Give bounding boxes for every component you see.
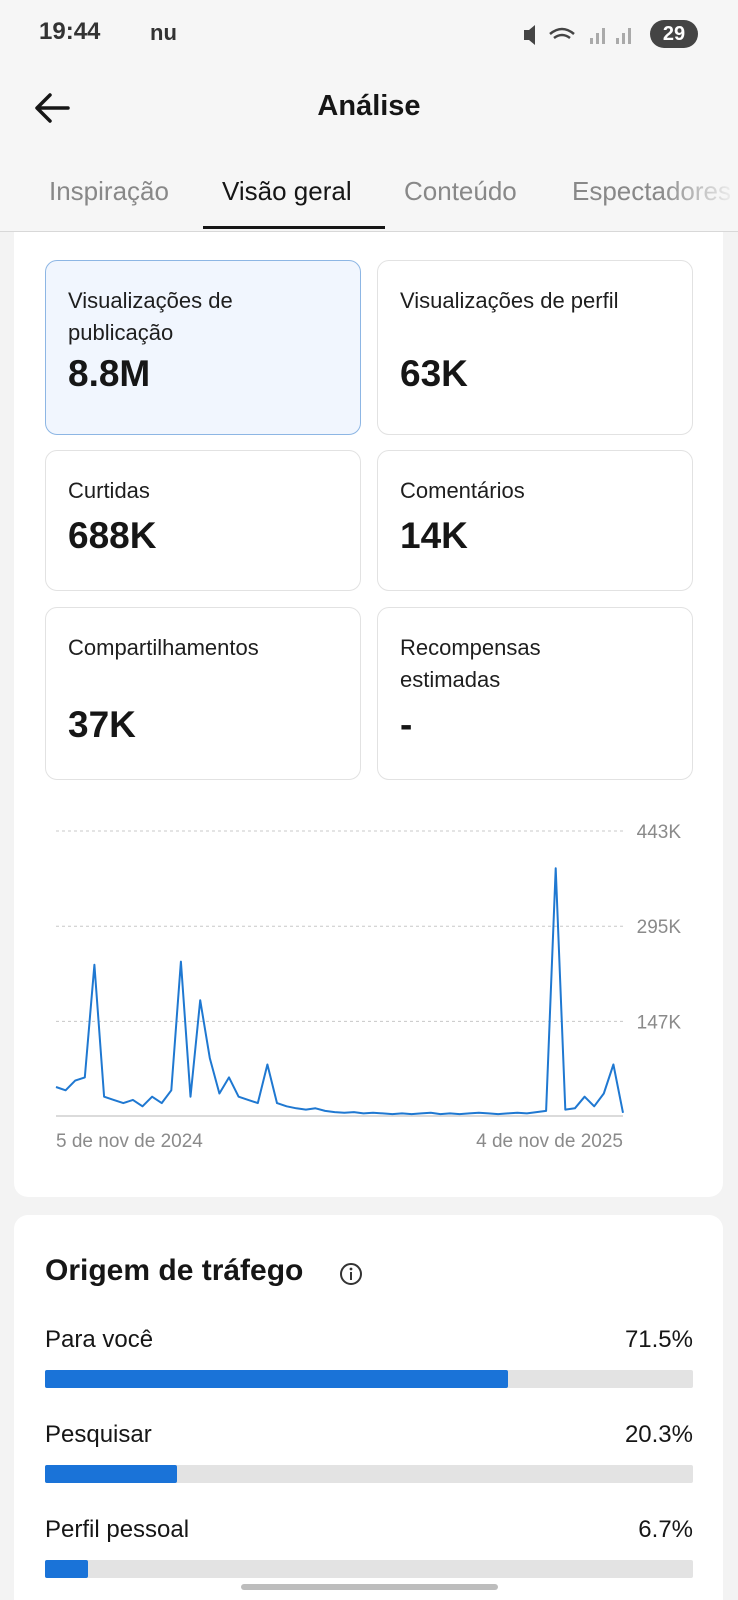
line-series [55,867,624,1116]
metric-label: Compartilhamentos [68,635,259,660]
traffic-title: Origem de tráfego [45,1254,304,1287]
back-button[interactable] [30,86,74,130]
signal-bar [616,38,619,44]
header-title: Análise [317,90,421,122]
info-circle [340,1263,362,1285]
bar [45,1560,89,1578]
top-bg [0,0,738,232]
tab-indicator [203,226,385,229]
metric-card[interactable]: Compartilhamentos 37K [45,607,361,780]
bar-track [45,1560,693,1578]
traffic-source-name: Perfil pessoal [45,1516,190,1543]
traffic-source-value: 71.5% [624,1326,693,1353]
traffic-panel [14,1215,723,1600]
x-tick-label: 5 de nov de 2024 [56,1131,203,1152]
metric-card[interactable]: Visualizações de publicação 8.8M [45,260,361,435]
info-dot [349,1267,353,1271]
mute-icon [524,25,535,45]
signal-bar [590,38,593,44]
x-tick-label: 4 de nov de 2025 [476,1131,623,1152]
info-stem [350,1272,352,1280]
metric-label: Comentários [400,478,525,503]
status-icons [524,25,631,45]
status-carrier: nu [150,20,177,45]
metric-card[interactable]: Comentários 14K [377,450,693,591]
status-time: 19:44 [39,18,101,45]
tab-fade [660,176,738,226]
metric-card[interactable]: Curtidas 688K [45,450,361,591]
bar-track [45,1465,693,1483]
metric-value: 63K [400,353,468,394]
separator [0,231,738,232]
metric-card[interactable]: Recompensas estimadas - [377,607,693,780]
bar [45,1465,177,1483]
bar [45,1370,509,1388]
tab-bar: Inspiração Visão geral Conteúdo Espectad… [0,176,738,232]
metric-label: Recompensas estimadas [400,635,541,692]
signal-bar [628,28,631,44]
tab[interactable]: Visão geral [222,176,352,206]
metric-value: 14K [400,515,468,556]
metric-label: Visualizações de publicação [68,288,233,345]
y-tick-label: 147K [637,1012,682,1033]
metric-value: 688K [68,515,157,556]
home-indicator [241,1584,498,1590]
battery: 29 [650,20,698,48]
signal-bar [602,28,605,44]
chart: 147K 295K 443K 5 de nov de 2024 4 de nov de … [55,822,682,1152]
tab[interactable]: Inspiração [49,176,169,206]
tab[interactable]: Conteúdo [404,176,517,206]
metric-label: Curtidas [68,478,150,503]
y-tick-label: 443K [637,822,682,843]
back-arrow [35,93,70,123]
metric-value: - [400,704,413,745]
y-tick-label: 295K [637,917,682,938]
metric-card[interactable]: Visualizações de perfil 63K [377,260,693,435]
metric-label: Visualizações de perfil [400,288,619,313]
metric-value: 37K [68,704,136,745]
signal-bar [596,33,599,44]
info-icon[interactable] [339,1262,363,1286]
metric-value: 8.8M [68,353,151,394]
traffic-source-value: 20.3% [624,1421,693,1448]
traffic-source-name: Para você [45,1326,154,1353]
wifi-icon [549,27,575,40]
signal-bar [622,33,625,44]
traffic-source-name: Pesquisar [45,1421,152,1448]
traffic-source-value: 6.7% [638,1516,693,1543]
